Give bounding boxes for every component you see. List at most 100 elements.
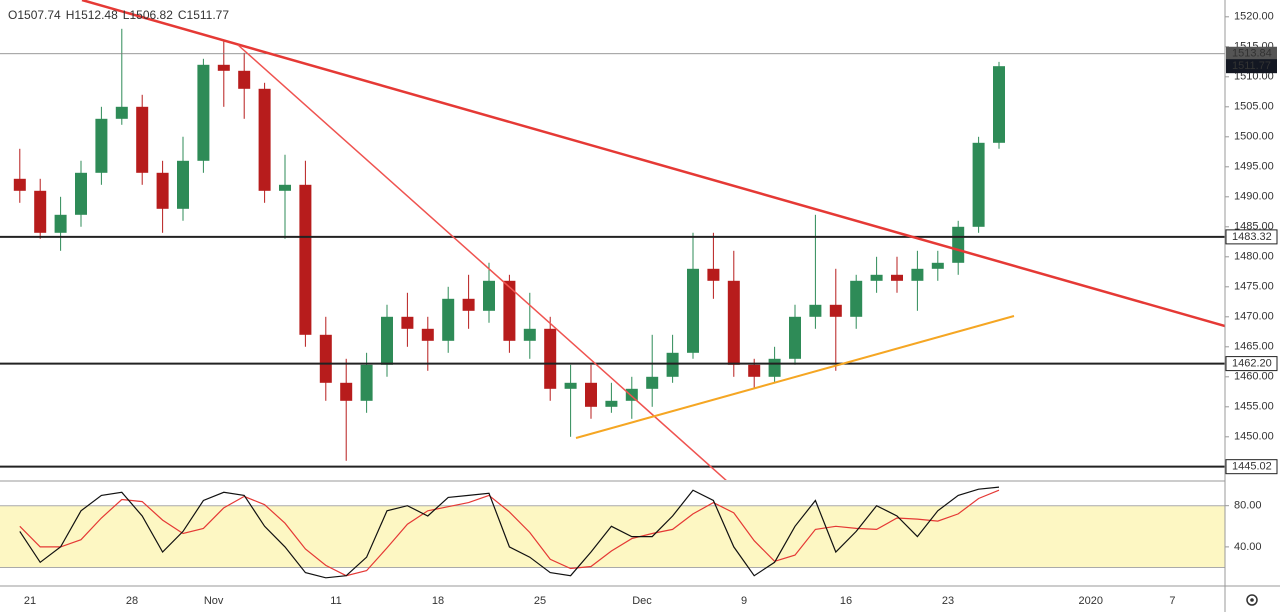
candle-body xyxy=(972,142,985,227)
candle-body xyxy=(829,304,842,317)
candle-body xyxy=(768,358,781,377)
x-tick-label: Nov xyxy=(204,595,224,607)
x-tick-label: 11 xyxy=(330,595,341,607)
candle-body xyxy=(931,262,944,269)
x-tick-label: Dec xyxy=(632,595,652,607)
level-label-box xyxy=(1225,356,1278,372)
candle-body xyxy=(687,268,699,353)
candle-body xyxy=(442,298,455,341)
candle-body xyxy=(789,316,801,359)
trendline xyxy=(237,44,727,480)
candle-body xyxy=(483,280,495,311)
y-tick-label: 1450.00 xyxy=(1234,431,1274,443)
axis-labels: 1450.00 1455.00 1460.00 1465.00 1470.00 1475.… xyxy=(24,11,1278,607)
candle-body xyxy=(462,298,475,311)
candle-body xyxy=(564,382,577,389)
stoch-band xyxy=(0,505,1225,568)
candle-body xyxy=(503,280,516,341)
level-label-box xyxy=(1225,229,1278,245)
legend-value: 1512.48 xyxy=(74,8,118,22)
candle-body xyxy=(911,268,924,281)
y-tick-label: 1480.00 xyxy=(1234,251,1274,263)
legend-value: 1507.74 xyxy=(17,8,61,22)
candle-body xyxy=(993,66,1005,143)
level-label: 1445.02 xyxy=(1232,461,1272,473)
y-tick-label: 1470.00 xyxy=(1234,311,1274,323)
candle-body xyxy=(952,226,965,263)
level-label: 1462.20 xyxy=(1232,358,1272,370)
trendline xyxy=(575,315,1015,439)
y-tick-label: 1505.00 xyxy=(1234,101,1274,113)
y-tick-label: 80.00 xyxy=(1234,500,1262,512)
price-label-box xyxy=(1226,59,1277,74)
x-tick-label: 7 xyxy=(1169,595,1175,607)
candle-body xyxy=(707,268,720,281)
y-tick-label: 1475.00 xyxy=(1234,281,1274,293)
legend-value: 1511.77 xyxy=(187,8,230,22)
trendline xyxy=(81,0,1225,328)
level-label-box xyxy=(1225,459,1278,475)
candle-body xyxy=(544,328,557,389)
candle-body xyxy=(299,184,312,335)
x-tick-label: 2020 xyxy=(1079,595,1103,607)
candle-body xyxy=(850,280,863,317)
legend-key: L xyxy=(123,8,130,22)
candle-body xyxy=(585,382,597,407)
candle-body xyxy=(279,184,291,191)
candle-body xyxy=(217,64,230,71)
candle-body xyxy=(727,280,740,365)
candle-body xyxy=(605,400,618,407)
x-tick-label: 16 xyxy=(840,595,852,607)
ohlc-legend: O1507.74 H1512.48 L1506.82 C1511.77 xyxy=(8,8,229,22)
gear-center[interactable] xyxy=(1250,598,1254,602)
price-label-box xyxy=(1226,46,1277,61)
candle-body xyxy=(870,274,883,281)
legend-value: 1506.82 xyxy=(129,8,173,22)
candle-body xyxy=(421,328,434,341)
candle-body xyxy=(54,214,67,233)
candle-body xyxy=(13,178,26,191)
candle-body xyxy=(381,316,393,365)
stoch-panel xyxy=(0,486,1225,579)
candle-body xyxy=(95,118,108,173)
price-label: 1511.77 xyxy=(1232,60,1271,72)
x-tick-label: 21 xyxy=(24,595,36,607)
y-tick-label: 1500.00 xyxy=(1234,131,1274,143)
candle-body xyxy=(523,328,536,341)
settings-icon[interactable] xyxy=(1246,594,1258,606)
candle-body xyxy=(136,106,149,173)
candle-body xyxy=(401,316,414,329)
trendlines xyxy=(81,0,1225,480)
y-tick-label: 1465.00 xyxy=(1234,341,1274,353)
y-tick-label: 1495.00 xyxy=(1234,161,1274,173)
candle-body xyxy=(809,304,822,317)
stoch-line xyxy=(19,486,1000,579)
candle-body xyxy=(75,172,87,215)
stoch-line xyxy=(19,489,1000,577)
candle-body xyxy=(156,172,169,209)
candle-body xyxy=(197,64,210,161)
candle-body xyxy=(646,376,659,389)
x-tick-label: 9 xyxy=(741,595,747,607)
candle-body xyxy=(238,70,251,89)
level-label: 1483.32 xyxy=(1232,231,1272,243)
x-tick-label: 18 xyxy=(432,595,444,607)
candle-body xyxy=(625,388,638,401)
candle-body xyxy=(748,364,761,377)
y-tick-label: 1460.00 xyxy=(1234,371,1274,383)
y-tick-label: 40.00 xyxy=(1234,541,1262,553)
legend-key: O xyxy=(8,8,17,22)
y-tick-label: 1490.00 xyxy=(1234,191,1274,203)
y-tick-label: 1520.00 xyxy=(1234,11,1274,23)
y-tick-label: 1510.00 xyxy=(1234,71,1274,83)
candle-body xyxy=(319,334,332,383)
x-tick-label: 28 xyxy=(126,595,138,607)
candle-body xyxy=(340,382,353,401)
candle-body xyxy=(115,106,128,119)
candle-body xyxy=(177,160,189,209)
candle-body xyxy=(258,88,271,191)
gear[interactable] xyxy=(1246,594,1258,606)
x-tick-label: 23 xyxy=(942,595,954,607)
candle-body xyxy=(666,352,679,377)
